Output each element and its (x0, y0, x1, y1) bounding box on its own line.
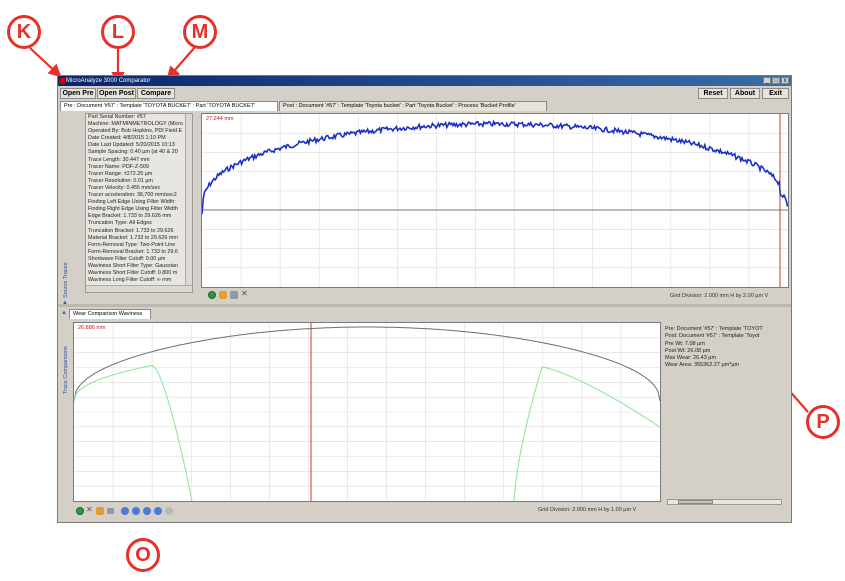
part-info-panel: Part Serial Number: #57 Machine: MATMINME… (85, 113, 193, 293)
source-traces-toggle-icon[interactable]: ▲ (62, 300, 68, 306)
comparison-info-line: Post Wt: 26.08 µm (665, 347, 711, 354)
part-info-line: Material Bracket: 1.733 to 29.626 mm (88, 234, 178, 241)
callout-p: P (806, 405, 840, 439)
reset-button[interactable]: Reset (698, 88, 728, 99)
part-info-line: Form-Removal Bracket: 1.733 to 29.6 (88, 248, 178, 255)
maximize-button[interactable]: □ (772, 77, 780, 84)
source-trace-chart (202, 114, 788, 287)
app-icon (59, 78, 65, 84)
trace-comparisons-label: Trace Comparisons (63, 346, 69, 394)
callout-k: K (7, 15, 41, 49)
post-trace-line (74, 326, 660, 402)
top-plot-tools: ✕ (208, 289, 268, 301)
window-title: MicroAnalyze 3000 Comparator (66, 78, 151, 84)
shift-up-icon[interactable] (143, 507, 151, 515)
info-horizontal-scrollbar[interactable] (86, 285, 192, 292)
zoom-fit-icon[interactable] (208, 291, 216, 299)
part-info-line: Edge Bracket: 1.733 to 29.626 mm (88, 213, 172, 220)
part-info-line: Operated By: Bob Hopkins, PDI Field E (88, 128, 183, 135)
pan-hand-icon[interactable] (96, 507, 104, 515)
comparison-horizontal-scrollbar[interactable] (667, 499, 782, 505)
bottom-measure-label: 26.886 mm (78, 325, 106, 331)
comparison-info-line: Post: Document '#57' : Template 'Toyot (665, 333, 760, 340)
comparison-info-panel: Pre: Document '#57' : Template 'TOYOT Pos… (665, 326, 790, 511)
zoom-fit-icon[interactable] (76, 507, 84, 515)
part-info-line: Tracer Name: PDF-Z-509 (88, 163, 149, 170)
part-info-line: Machine: MATMINMETROLOGY (Micro (88, 121, 184, 128)
toolbar: Open Pre Open Post Compare Reset About E… (58, 87, 791, 100)
bottom-grid-division: Grid Division: 2.000 mm H by 1.00 µm V (538, 507, 637, 513)
bottom-plot-tools: ✕ (76, 505, 186, 517)
source-traces-label: Source Traces (63, 262, 69, 298)
wear-toggle-icon[interactable]: ▲ (61, 310, 67, 316)
comparison-info-line: Pre: Document '#57' : Template 'TOYOT (665, 326, 763, 332)
source-trace-plot: 27.244 mm (201, 113, 789, 288)
print-icon[interactable] (230, 291, 238, 299)
shift-left-icon[interactable] (121, 507, 129, 515)
compare-button[interactable]: Compare (137, 88, 175, 99)
part-info-line: Waviness Short Filter Type: Gaussian (88, 262, 178, 269)
comparison-info-line: Max Wear: 26.43 µm (665, 355, 717, 362)
wear-comparison-chart (74, 323, 660, 501)
tab-post-document[interactable]: Post : Document '#57' : Template 'Toyota… (279, 101, 547, 111)
part-info-line: Tracer Resolution: 0.01 µm (88, 177, 153, 184)
tools-icon[interactable]: ✕ (86, 505, 93, 514)
wear-trace-left (74, 364, 193, 501)
part-info-line: Tracer acceleration: 38,700 mm/sec2 (88, 192, 177, 199)
part-info-line: Sample Spacing: 0.40 µm (at 40 & 20 (88, 149, 178, 156)
tab-pre-document[interactable]: Pre : Document '#57' : Template 'TOYOTA … (60, 101, 278, 111)
open-pre-button[interactable]: Open Pre (60, 88, 96, 99)
open-post-button[interactable]: Open Post (97, 88, 136, 99)
info-vertical-scrollbar[interactable] (185, 114, 192, 292)
exit-button[interactable]: Exit (762, 88, 789, 99)
callout-o: O (126, 538, 160, 572)
callout-m: M (183, 15, 217, 49)
close-button[interactable]: x (781, 77, 789, 84)
top-measure-label: 27.244 mm (206, 116, 234, 122)
shift-down-icon[interactable] (154, 507, 162, 515)
part-info-line: Date Last Updated: 5/20/2015 10:13 (88, 142, 175, 149)
app-window: MicroAnalyze 3000 Comparator _ □ x Open … (57, 75, 792, 523)
arrow-k (29, 47, 62, 78)
part-info-line: Finding Left Edge Using Filter Width: (88, 199, 176, 206)
arrow-m (166, 46, 196, 80)
title-bar: MicroAnalyze 3000 Comparator _ □ x (58, 76, 791, 86)
part-info-line: Truncation Bracket: 1.733 to 29.626 (88, 227, 174, 234)
scrollbar-thumb[interactable] (678, 500, 713, 504)
pre-trace-line (202, 119, 788, 215)
about-button[interactable]: About (730, 88, 760, 99)
top-grid-division: Grid Division: 2.000 mm H by 2.00 µm V (670, 293, 769, 299)
part-info-line: Tracer Velocity: 0.455 mm/sec (88, 184, 161, 191)
pan-hand-icon[interactable] (219, 291, 227, 299)
part-info-line: Part Serial Number: #57 (88, 114, 146, 120)
part-info-line: Tracer Range: ±272.25 µm (88, 170, 153, 177)
part-info-line: Date Created: 4/8/2015 1:10 PM (88, 135, 166, 142)
part-info-line: Waviness Short Filter Cutoff: 0.800 m (88, 270, 178, 277)
part-info-line: Form-Removal Type: Two-Point Line (88, 241, 176, 248)
part-info-line: Waviness Long Filter Cutoff: ∞ mm (88, 277, 172, 284)
wear-comparison-plot: 26.886 mm (73, 322, 661, 502)
wear-trace-right (513, 366, 660, 501)
minimize-button[interactable]: _ (763, 77, 771, 84)
part-info-line: Finding Right Edge Using Filter Width (88, 206, 178, 213)
part-info-line: Shortwave Filter Cutoff: 0.00 µm (88, 255, 166, 262)
shift-right-icon[interactable] (132, 507, 140, 515)
comparison-info-line: Wear Area: 355362.27 µm*µm (665, 362, 740, 369)
pane-splitter[interactable] (58, 304, 791, 307)
part-info-line: Trace Length: 30.447 mm (88, 156, 150, 163)
part-info-line: Truncation Type: All Edges (88, 220, 152, 227)
reset-shift-icon[interactable] (165, 507, 173, 515)
print-icon[interactable] (107, 508, 114, 514)
comparison-info-line: Pre Wt: 7.08 µm (665, 340, 705, 347)
tools-icon[interactable]: ✕ (241, 289, 248, 298)
callout-l: L (101, 15, 135, 49)
tab-wear-comparison-waviness[interactable]: Wear Comparison Waviness (69, 309, 151, 319)
